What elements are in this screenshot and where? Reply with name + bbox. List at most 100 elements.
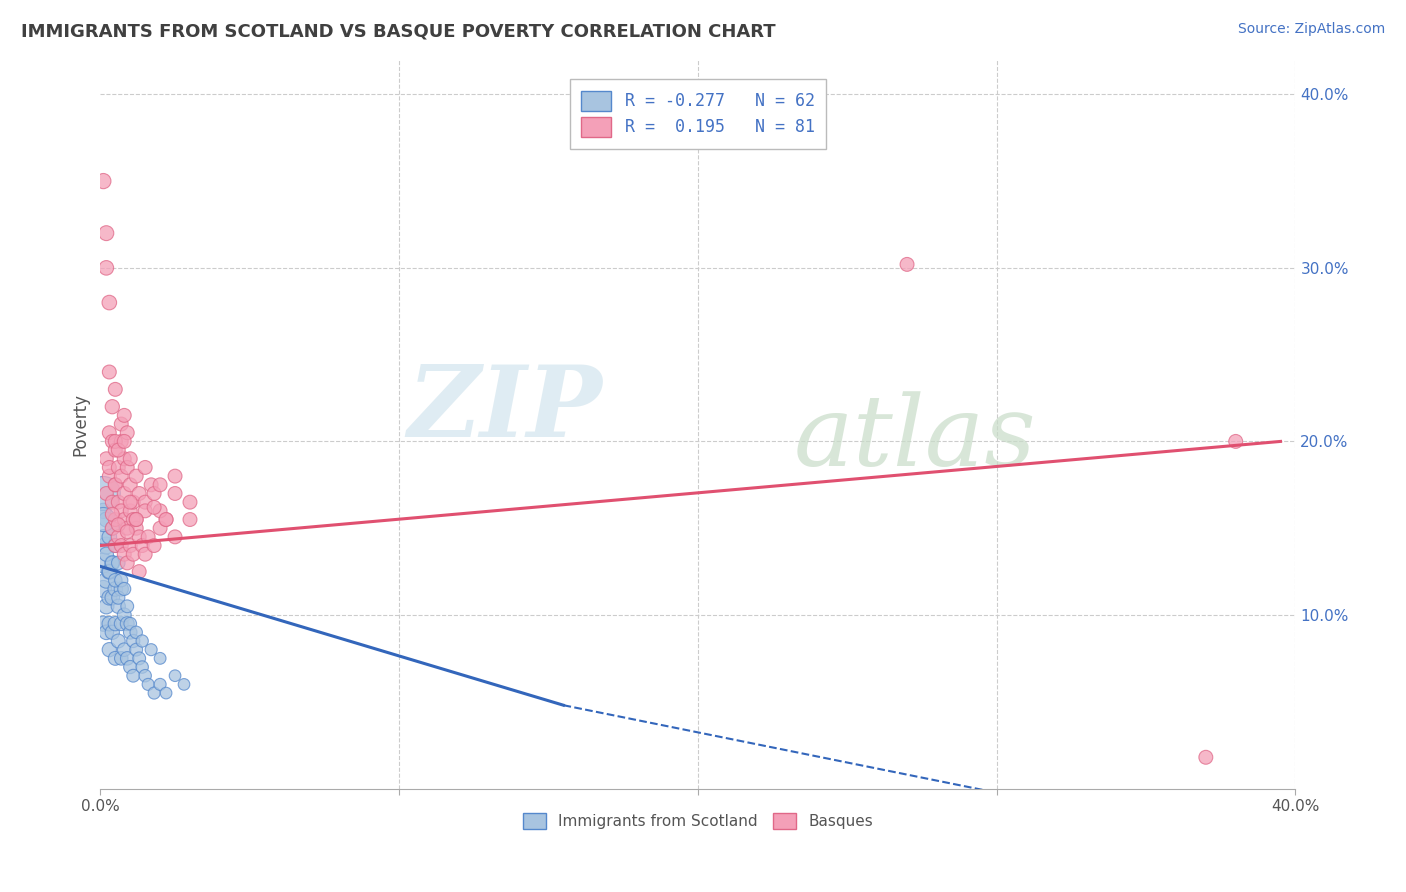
Point xyxy=(131,660,153,674)
Point xyxy=(120,660,142,674)
Point xyxy=(112,434,135,449)
Point xyxy=(101,591,124,605)
Point xyxy=(110,616,132,631)
Point xyxy=(112,512,135,526)
Point xyxy=(125,512,148,526)
Point xyxy=(134,504,156,518)
Point xyxy=(107,517,129,532)
Point xyxy=(101,495,124,509)
Point xyxy=(120,451,142,466)
Point xyxy=(1195,750,1218,764)
Point xyxy=(120,625,142,640)
Point xyxy=(96,539,118,553)
Point xyxy=(91,582,114,596)
Point xyxy=(91,530,114,544)
Point xyxy=(110,504,132,518)
Point xyxy=(112,642,135,657)
Point xyxy=(110,434,132,449)
Point xyxy=(107,495,129,509)
Point xyxy=(98,565,121,579)
Point xyxy=(104,443,127,458)
Point xyxy=(104,616,127,631)
Point xyxy=(136,530,159,544)
Point xyxy=(110,417,132,431)
Text: Source: ZipAtlas.com: Source: ZipAtlas.com xyxy=(1237,22,1385,37)
Point xyxy=(125,625,148,640)
Point xyxy=(104,539,127,553)
Point xyxy=(122,512,145,526)
Point xyxy=(149,478,172,492)
Point xyxy=(98,425,121,440)
Point xyxy=(149,504,172,518)
Point xyxy=(91,504,114,518)
Point xyxy=(91,616,114,631)
Point xyxy=(101,556,124,570)
Point xyxy=(107,530,129,544)
Point xyxy=(179,512,201,526)
Point xyxy=(120,539,142,553)
Point xyxy=(112,582,135,596)
Point xyxy=(110,574,132,588)
Point xyxy=(128,651,150,665)
Point xyxy=(131,634,153,648)
Point xyxy=(131,539,153,553)
Point xyxy=(96,625,118,640)
Point xyxy=(163,530,186,544)
Point xyxy=(96,512,118,526)
Point xyxy=(101,508,124,522)
Point xyxy=(98,469,121,483)
Point xyxy=(101,556,124,570)
Point xyxy=(134,495,156,509)
Point xyxy=(143,500,166,515)
Point xyxy=(125,521,148,535)
Point xyxy=(98,565,121,579)
Point xyxy=(101,400,124,414)
Point xyxy=(91,512,114,526)
Point xyxy=(104,382,127,396)
Point xyxy=(115,599,138,614)
Point xyxy=(101,434,124,449)
Legend: Immigrants from Scotland, Basques: Immigrants from Scotland, Basques xyxy=(517,807,879,836)
Point xyxy=(91,556,114,570)
Text: IMMIGRANTS FROM SCOTLAND VS BASQUE POVERTY CORRELATION CHART: IMMIGRANTS FROM SCOTLAND VS BASQUE POVER… xyxy=(21,22,776,40)
Point xyxy=(115,524,138,539)
Point xyxy=(107,443,129,458)
Point xyxy=(115,556,138,570)
Point xyxy=(107,634,129,648)
Point xyxy=(107,460,129,475)
Point xyxy=(98,365,121,379)
Point xyxy=(143,686,166,700)
Point xyxy=(96,260,118,275)
Point xyxy=(104,651,127,665)
Point xyxy=(101,521,124,535)
Point xyxy=(104,478,127,492)
Point xyxy=(98,530,121,544)
Point xyxy=(110,651,132,665)
Point xyxy=(104,512,127,526)
Point xyxy=(115,460,138,475)
Point xyxy=(110,582,132,596)
Point xyxy=(96,486,118,500)
Point xyxy=(143,539,166,553)
Point xyxy=(128,565,150,579)
Point xyxy=(98,295,121,310)
Point xyxy=(91,174,114,188)
Point xyxy=(134,547,156,561)
Point xyxy=(98,591,121,605)
Text: ZIP: ZIP xyxy=(408,361,602,458)
Text: atlas: atlas xyxy=(793,391,1036,486)
Point xyxy=(122,495,145,509)
Point xyxy=(155,512,177,526)
Point xyxy=(115,425,138,440)
Point xyxy=(173,677,195,691)
Point xyxy=(122,547,145,561)
Point xyxy=(896,257,918,271)
Point xyxy=(101,521,124,535)
Point xyxy=(96,574,118,588)
Point xyxy=(134,460,156,475)
Point xyxy=(112,607,135,622)
Point xyxy=(115,616,138,631)
Point xyxy=(107,591,129,605)
Point xyxy=(139,478,162,492)
Point xyxy=(136,677,159,691)
